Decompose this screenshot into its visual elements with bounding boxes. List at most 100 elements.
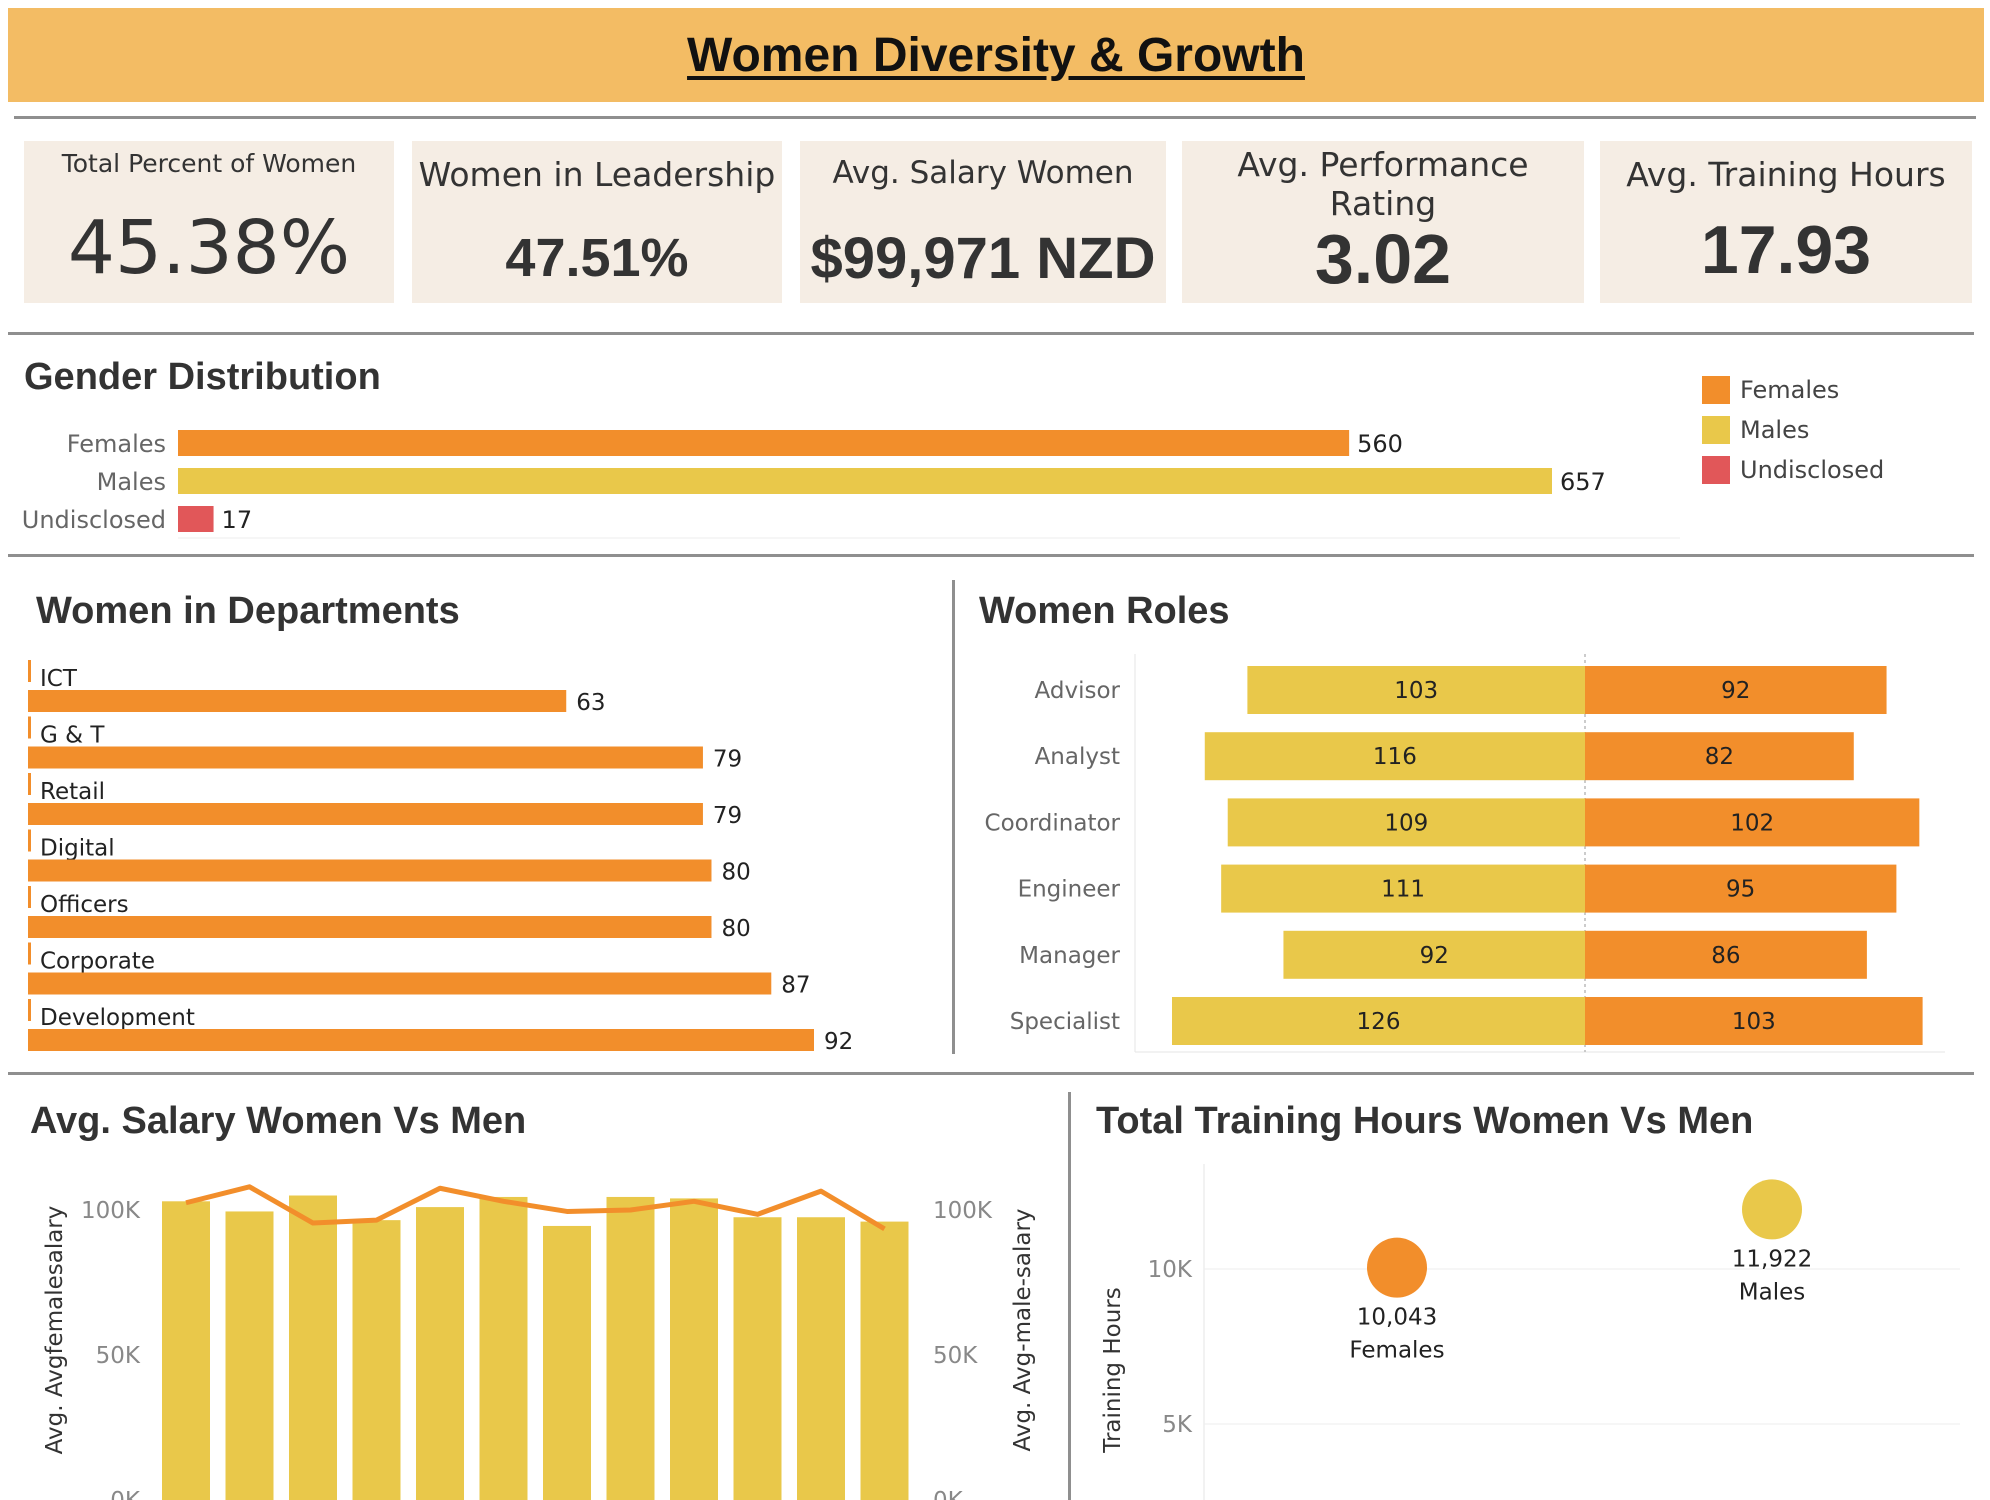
dept-value-label-g-t: 79 bbox=[713, 747, 742, 773]
dept-bar-retail bbox=[28, 803, 703, 825]
page-title: Women Diversity & Growth bbox=[687, 28, 1305, 82]
gender-category-label-females: Females bbox=[67, 430, 166, 458]
salary-chart-title: Avg. Salary Women Vs Men bbox=[30, 1100, 527, 1142]
role-bar-right-manager bbox=[1585, 930, 1867, 979]
dept-tick-development bbox=[28, 999, 31, 1021]
role-bar-left-analyst bbox=[1204, 732, 1585, 781]
training-tick-10k: 10K bbox=[1148, 1257, 1193, 1283]
dept-category-label-digital: Digital bbox=[40, 836, 115, 862]
role-value-right-specialist: 103 bbox=[1732, 1009, 1776, 1035]
salary-bar-9 bbox=[670, 1198, 718, 1500]
dept-category-label-officers: Officers bbox=[40, 892, 129, 918]
legend-label-undisclosed: Undisclosed bbox=[1740, 456, 1884, 484]
gender-distribution-chart: Females 560 Males 657 Undisclosed 17 Females Ma… bbox=[22, 376, 1884, 539]
kpi-value: 3.02 bbox=[1314, 220, 1452, 298]
salary-bar-6 bbox=[479, 1196, 528, 1500]
training-axis-label: Training Hours bbox=[1100, 1287, 1126, 1453]
roles-chart-title: Women Roles bbox=[979, 590, 1230, 632]
role-bar-left-specialist bbox=[1172, 997, 1585, 1045]
training-category-label-females: Females bbox=[1349, 1338, 1444, 1364]
role-bar-left-advisor bbox=[1247, 666, 1585, 714]
salary-bar-1 bbox=[162, 1201, 210, 1500]
women-in-departments-chart: ICT 63 G & T 79 Retail 79 Digital 80 Officers 80 C… bbox=[28, 660, 853, 1055]
role-value-right-advisor: 92 bbox=[1721, 678, 1750, 704]
dept-bar-ict bbox=[28, 690, 567, 712]
legend-label-females: Females bbox=[1740, 376, 1839, 404]
kpi-card-avg-performance-rating: Avg. Performance Rating 3.02 bbox=[1182, 141, 1584, 303]
divider-top bbox=[14, 116, 1976, 119]
training-tick-5k: 5K bbox=[1162, 1412, 1193, 1438]
salary-bar-11 bbox=[797, 1217, 845, 1500]
role-bar-left-engineer bbox=[1221, 864, 1585, 913]
divider-vertical-middle bbox=[952, 580, 955, 1054]
legend-swatch-females bbox=[1702, 376, 1730, 404]
role-bar-right-advisor bbox=[1585, 666, 1887, 714]
gender-value-label-undisclosed: 17 bbox=[222, 506, 253, 534]
salary-right-tick-100k: 100K bbox=[933, 1198, 993, 1224]
avg-salary-chart: 0K 0K 50K 50K 100K 100K Avg. Avgfemalesalary Av… bbox=[42, 1184, 1036, 1500]
role-category-label-advisor: Advisor bbox=[1035, 678, 1121, 704]
legend-swatch-undisclosed bbox=[1702, 456, 1730, 484]
role-category-label-analyst: Analyst bbox=[1035, 744, 1120, 770]
gender-bar-males bbox=[178, 468, 1552, 494]
gender-chart-title: Gender Distribution bbox=[24, 356, 381, 398]
role-value-left-advisor: 103 bbox=[1394, 678, 1438, 704]
kpi-label: Women in Leadership bbox=[418, 155, 776, 194]
training-point-males bbox=[1742, 1179, 1802, 1240]
role-category-label-engineer: Engineer bbox=[1018, 877, 1121, 903]
dept-value-label-ict: 63 bbox=[576, 690, 605, 716]
salary-bar-2 bbox=[225, 1211, 274, 1500]
kpi-card-women-leadership: Women in Leadership 47.51% bbox=[412, 141, 782, 303]
dept-value-label-officers: 80 bbox=[721, 916, 750, 942]
salary-left-tick-50k: 50K bbox=[96, 1343, 141, 1369]
kpi-value: 17.93 bbox=[1700, 212, 1872, 288]
divider-vertical-bottom bbox=[1068, 1092, 1071, 1500]
kpi-value: $99,971 NZD bbox=[810, 226, 1156, 291]
salary-bar-3 bbox=[289, 1195, 337, 1500]
role-value-left-coordinator: 109 bbox=[1384, 810, 1428, 836]
role-value-right-analyst: 82 bbox=[1705, 744, 1734, 770]
kpi-value: 45.38% bbox=[67, 205, 351, 291]
training-chart-title: Total Training Hours Women Vs Men bbox=[1096, 1100, 1754, 1142]
kpi-card-avg-training-hours: Avg. Training Hours 17.93 bbox=[1600, 141, 1972, 303]
role-value-left-specialist: 126 bbox=[1357, 1009, 1401, 1035]
dept-bar-development bbox=[28, 1029, 814, 1051]
dept-category-label-g-t: G & T bbox=[40, 723, 105, 749]
divider-kpis bbox=[8, 332, 1974, 335]
divider-gender bbox=[8, 554, 1974, 557]
role-value-right-coordinator: 102 bbox=[1730, 810, 1774, 836]
training-hours-chart: 5K 10K Training Hours 10,043 Females 11,922 Ma… bbox=[1100, 1164, 1960, 1500]
training-point-females bbox=[1367, 1237, 1427, 1298]
training-value-label-males: 11,922 bbox=[1732, 1246, 1812, 1272]
training-category-label-males: Males bbox=[1739, 1279, 1805, 1305]
kpi-label: Avg. Training Hours bbox=[1626, 155, 1946, 194]
dept-tick-ict bbox=[28, 660, 31, 682]
role-value-left-engineer: 111 bbox=[1381, 877, 1425, 903]
gender-bar-undisclosed bbox=[178, 506, 214, 532]
dept-tick-corporate bbox=[28, 942, 31, 965]
kpi-card-avg-salary-women: Avg. Salary Women $99,971 NZD bbox=[800, 141, 1166, 303]
role-category-label-specialist: Specialist bbox=[1010, 1009, 1120, 1035]
departments-chart-title: Women in Departments bbox=[36, 590, 460, 632]
gender-category-label-males: Males bbox=[97, 468, 166, 496]
role-bar-right-analyst bbox=[1585, 732, 1854, 781]
role-category-label-coordinator: Coordinator bbox=[985, 810, 1121, 836]
dept-value-label-corporate: 87 bbox=[781, 973, 810, 999]
salary-right-tick-50k: 50K bbox=[933, 1343, 978, 1369]
salary-left-tick-0k: 0K bbox=[110, 1488, 141, 1500]
gender-category-label-undisclosed: Undisclosed bbox=[22, 506, 166, 534]
kpi-label: Avg. Performance Rating bbox=[1237, 145, 1529, 223]
salary-bar-4 bbox=[352, 1220, 401, 1500]
kpi-label: Avg. Salary Women bbox=[832, 155, 1134, 191]
dept-tick-retail bbox=[28, 773, 31, 795]
dept-value-label-digital: 80 bbox=[721, 860, 750, 886]
salary-bar-10 bbox=[733, 1217, 782, 1500]
divider-bottom bbox=[8, 1072, 1974, 1075]
salary-bar-7 bbox=[543, 1225, 591, 1500]
salary-left-axis-label: Avg. Avgfemalesalary bbox=[42, 1206, 68, 1455]
dept-category-label-development: Development bbox=[40, 1005, 195, 1031]
dept-tick-officers bbox=[28, 886, 31, 908]
dept-bar-g-t bbox=[28, 746, 703, 769]
gender-value-label-females: 560 bbox=[1357, 430, 1403, 458]
dept-value-label-retail: 79 bbox=[713, 803, 742, 829]
